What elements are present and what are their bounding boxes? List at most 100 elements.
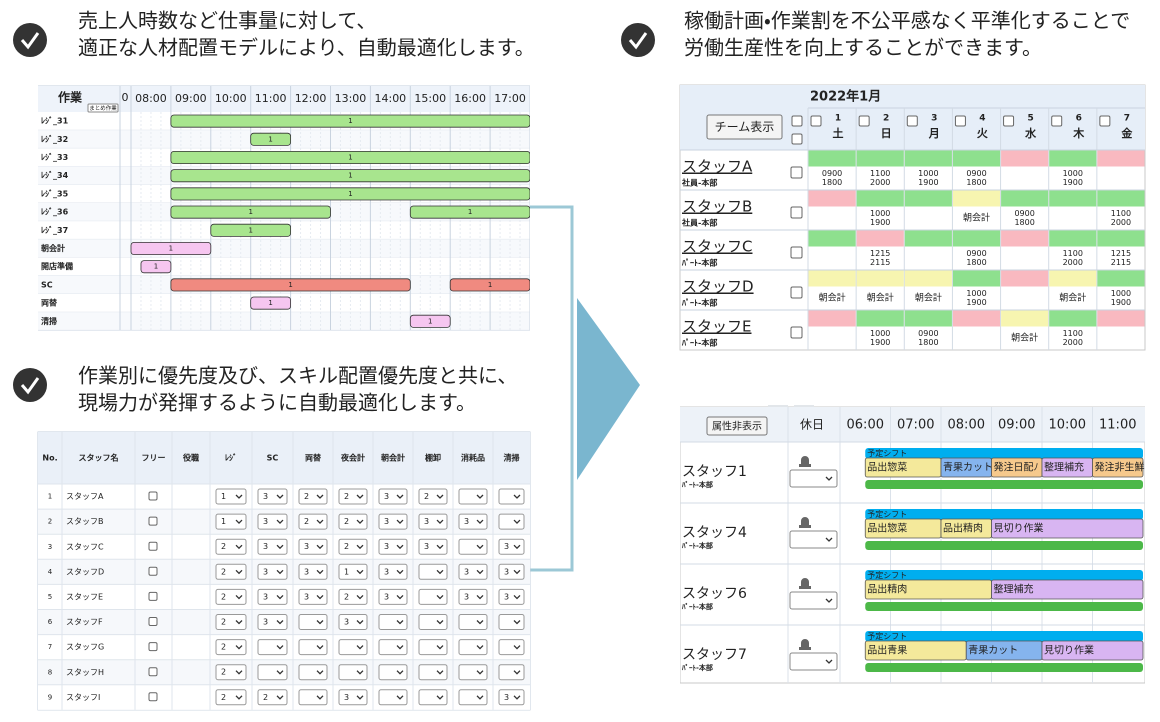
select[interactable] — [418, 488, 448, 505]
select[interactable] — [498, 538, 525, 555]
select[interactable] — [338, 513, 368, 530]
select[interactable] — [257, 488, 288, 505]
select[interactable] — [338, 488, 368, 505]
select[interactable] — [215, 488, 247, 505]
select[interactable] — [298, 689, 328, 706]
select[interactable] — [298, 488, 328, 505]
select[interactable] — [418, 563, 448, 580]
select[interactable] — [215, 664, 247, 681]
checkbox[interactable] — [954, 115, 966, 127]
select[interactable] — [498, 563, 525, 580]
select[interactable] — [418, 689, 448, 706]
select[interactable] — [418, 639, 448, 656]
select[interactable] — [378, 488, 408, 505]
select[interactable] — [338, 664, 368, 681]
select[interactable] — [378, 614, 408, 630]
select[interactable] — [498, 664, 525, 681]
checkbox[interactable] — [858, 115, 870, 127]
checkbox[interactable] — [148, 541, 158, 551]
select[interactable] — [215, 513, 247, 530]
select[interactable] — [338, 563, 368, 580]
select[interactable] — [498, 488, 525, 505]
select[interactable] — [789, 469, 838, 488]
select[interactable] — [418, 614, 448, 630]
checkbox[interactable] — [1003, 115, 1015, 127]
select[interactable] — [498, 513, 525, 530]
select[interactable] — [257, 563, 288, 580]
checkbox[interactable] — [148, 591, 158, 601]
select[interactable] — [257, 614, 288, 630]
select[interactable] — [378, 689, 408, 706]
summary-button[interactable] — [87, 103, 119, 113]
select[interactable] — [789, 530, 838, 549]
checkbox[interactable] — [148, 617, 158, 626]
select[interactable] — [498, 588, 525, 605]
select[interactable] — [498, 689, 525, 706]
checkbox[interactable] — [148, 667, 158, 677]
select[interactable] — [458, 614, 488, 630]
select[interactable] — [338, 689, 368, 706]
select[interactable] — [338, 639, 368, 656]
select[interactable] — [298, 513, 328, 530]
checkbox[interactable] — [148, 642, 158, 652]
select[interactable] — [378, 538, 408, 555]
select[interactable] — [458, 563, 488, 580]
select[interactable] — [257, 513, 288, 530]
select[interactable] — [418, 664, 448, 681]
checkbox[interactable] — [790, 286, 803, 299]
select[interactable] — [498, 639, 525, 656]
select[interactable] — [257, 689, 288, 706]
select[interactable] — [338, 614, 368, 630]
select[interactable] — [215, 538, 247, 555]
select[interactable] — [458, 664, 488, 681]
select[interactable] — [458, 538, 488, 555]
select[interactable] — [298, 588, 328, 605]
checkbox[interactable] — [790, 206, 803, 219]
select[interactable] — [378, 664, 408, 681]
select[interactable] — [378, 639, 408, 656]
select[interactable] — [298, 664, 328, 681]
team-button[interactable] — [706, 114, 783, 140]
select[interactable] — [789, 652, 838, 671]
attr-button[interactable] — [706, 416, 768, 436]
checkbox[interactable] — [148, 491, 158, 501]
select[interactable] — [378, 588, 408, 605]
checkbox[interactable] — [791, 133, 803, 145]
select[interactable] — [458, 689, 488, 706]
select[interactable] — [215, 563, 247, 580]
select[interactable] — [498, 614, 525, 630]
select[interactable] — [458, 588, 488, 605]
select[interactable] — [458, 639, 488, 656]
select[interactable] — [418, 588, 448, 605]
select[interactable] — [215, 588, 247, 605]
select[interactable] — [789, 591, 838, 610]
select[interactable] — [378, 513, 408, 530]
checkbox[interactable] — [810, 115, 822, 127]
select[interactable] — [215, 689, 247, 706]
checkbox[interactable] — [148, 516, 158, 526]
select[interactable] — [338, 538, 368, 555]
select[interactable] — [298, 563, 328, 580]
select[interactable] — [418, 513, 448, 530]
select[interactable] — [257, 639, 288, 656]
checkbox[interactable] — [906, 115, 918, 127]
select[interactable] — [298, 614, 328, 630]
checkbox[interactable] — [790, 246, 803, 259]
checkbox[interactable] — [790, 326, 803, 339]
select[interactable] — [257, 664, 288, 681]
select[interactable] — [257, 588, 288, 605]
select[interactable] — [298, 538, 328, 555]
select[interactable] — [458, 488, 488, 505]
select[interactable] — [215, 614, 247, 630]
checkbox[interactable] — [148, 692, 158, 702]
select[interactable] — [378, 563, 408, 580]
checkbox[interactable] — [1051, 115, 1063, 127]
checkbox[interactable] — [790, 166, 803, 179]
checkbox[interactable] — [1099, 115, 1111, 127]
select[interactable] — [338, 588, 368, 605]
select[interactable] — [458, 513, 488, 530]
checkbox[interactable] — [148, 566, 158, 576]
select[interactable] — [257, 538, 288, 555]
select[interactable] — [298, 639, 328, 656]
select[interactable] — [215, 639, 247, 656]
